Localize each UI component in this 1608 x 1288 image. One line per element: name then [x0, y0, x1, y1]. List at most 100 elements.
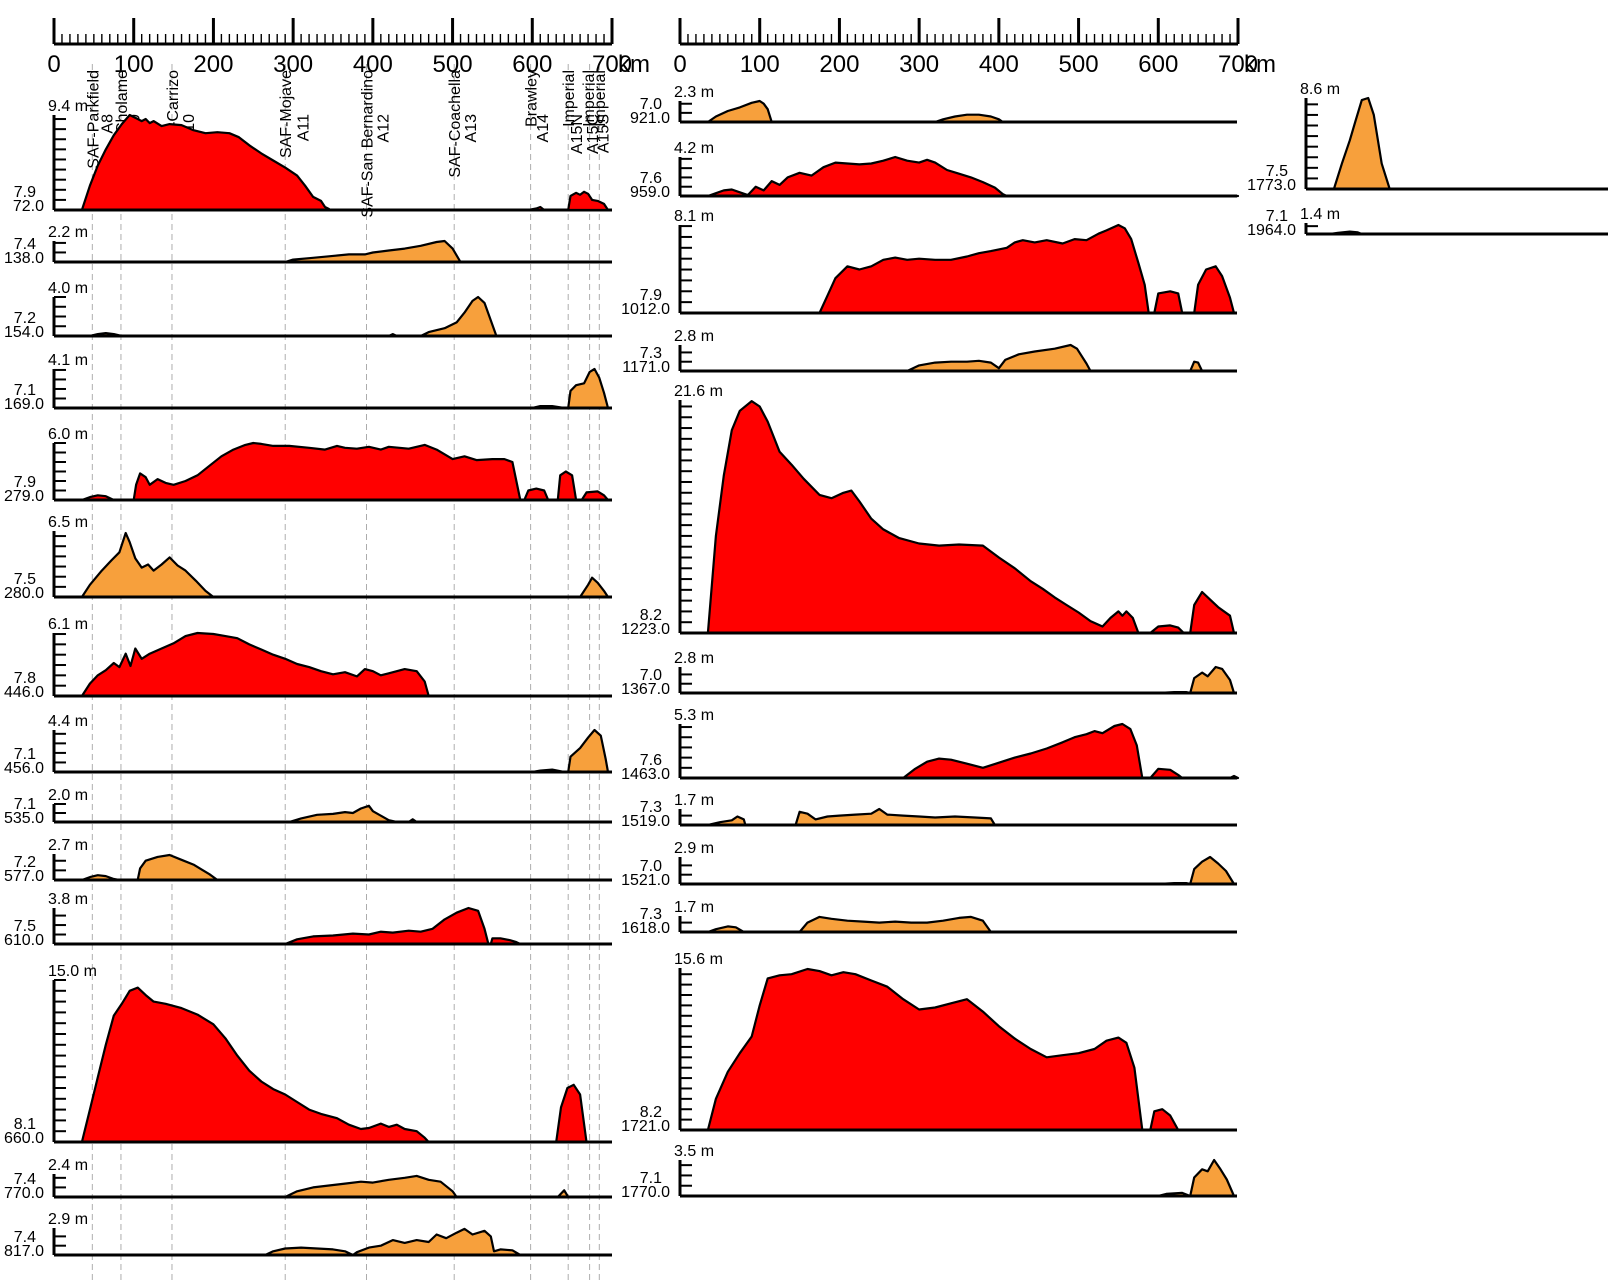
km-tick-label: 700 [1218, 51, 1258, 78]
magnitude-label: 7.9 [14, 474, 36, 491]
max-slip-label: 8.1 m [674, 208, 714, 225]
magnitude-label: 7.1 [14, 746, 36, 763]
km-tick-label: 700 [592, 51, 632, 78]
max-slip-label: 6.0 m [48, 426, 88, 443]
fault-segment-label: A15N [569, 114, 586, 154]
max-slip-label: 3.5 m [674, 1143, 714, 1160]
max-slip-label: 4.2 m [674, 140, 714, 157]
max-slip-label: 2.4 m [48, 1157, 88, 1174]
rupture-id-label: 817.0 [4, 1243, 44, 1260]
max-slip-label: 8.6 m [1300, 81, 1340, 98]
rupture-id-label: 72.0 [13, 198, 44, 215]
rupture-slip-area [80, 631, 430, 698]
magnitude-label: 7.4 [14, 236, 36, 253]
km-tick-label: 0 [673, 51, 686, 78]
magnitude-label: 8.2 [640, 1104, 662, 1121]
rupture-slip-area [706, 99, 1004, 124]
magnitude-label: 7.0 [640, 667, 662, 684]
rupture-slip-area [80, 853, 219, 882]
magnitude-label: 7.3 [640, 799, 662, 816]
magnitude-label: 7.5 [14, 571, 36, 588]
rupture-slip-area [706, 967, 1180, 1132]
magnitude-label: 7.6 [640, 752, 662, 769]
max-slip-label: 4.1 m [48, 352, 88, 369]
rupture-id-label: 1770.0 [621, 1184, 670, 1201]
fault-segment-label: A11 [296, 114, 313, 141]
magnitude-label: 7.4 [14, 1171, 36, 1188]
rupture-slip-area [88, 295, 498, 338]
rupture-id-label: 1521.0 [621, 872, 670, 889]
km-tick-label: 300 [273, 51, 313, 78]
km-tick-label: 0 [47, 51, 60, 78]
rupture-slip-area [527, 190, 610, 212]
max-slip-label: 15.6 m [674, 951, 723, 968]
rupture-slip-area [1332, 96, 1391, 191]
fault-section-label: Brawley [524, 70, 541, 127]
max-slip-label: 2.7 m [48, 837, 88, 854]
max-slip-label: 6.5 m [48, 514, 88, 531]
km-tick-label: 400 [979, 51, 1019, 78]
rupture-id-label: 456.0 [4, 760, 44, 777]
fault-segment-label: A15S [595, 114, 612, 153]
km-tick-label: 200 [819, 51, 859, 78]
max-slip-label: 2.0 m [48, 787, 88, 804]
rupture-id-label: 1171.0 [622, 359, 670, 376]
km-tick-label: 500 [1059, 51, 1099, 78]
magnitude-label: 7.5 [1266, 163, 1288, 180]
rupture-id-label: 279.0 [4, 488, 44, 505]
fault-segment-label: A13 [463, 114, 480, 143]
magnitude-label: 7.1 [1266, 208, 1288, 225]
fault-section-label: SAF-San Bernardino [359, 70, 376, 218]
rupture-slip-area [531, 367, 610, 410]
rupture-id-label: 1721.0 [621, 1118, 670, 1135]
rupture-id-label: 921.0 [630, 110, 670, 127]
km-tick-label: 400 [353, 51, 393, 78]
rupture-slip-area [264, 1227, 522, 1257]
magnitude-label: 7.1 [640, 1170, 662, 1187]
rupture-id-label: 1519.0 [621, 813, 670, 830]
rupture-id-label: 660.0 [4, 1130, 44, 1147]
rupture-slip-area [706, 400, 1236, 635]
fault-segment-label: A12 [375, 114, 392, 143]
rupture-id-label: 154.0 [4, 324, 44, 341]
fault-section-label: Imperial [561, 70, 578, 127]
max-slip-label: 1.7 m [674, 792, 714, 809]
rupture-slip-area [906, 343, 1204, 373]
rupture-id-label: 280.0 [4, 585, 44, 602]
rupture-slip-area [80, 986, 588, 1144]
max-slip-label: 1.7 m [674, 899, 714, 916]
rupture-slip-area [284, 239, 462, 264]
km-unit-label: km [1244, 51, 1276, 78]
rupture-id-label: 770.0 [4, 1185, 44, 1202]
magnitude-label: 7.3 [640, 906, 662, 923]
magnitude-label: 7.4 [14, 1229, 36, 1246]
magnitude-label: 7.2 [14, 310, 36, 327]
rupture-slip-area [1157, 1158, 1236, 1198]
max-slip-label: 15.0 m [48, 963, 97, 980]
rupture-slip-area [818, 223, 1236, 315]
fault-section-label: Imperial [592, 70, 609, 127]
rupture-id-label: 1618.0 [621, 920, 670, 937]
rupture-id-label: 169.0 [4, 396, 44, 413]
fault-segment-label: A14 [535, 114, 552, 143]
magnitude-label: 7.3 [640, 345, 662, 362]
magnitude-label: 8.2 [640, 607, 662, 624]
rupture-slip-area [1157, 665, 1236, 695]
max-slip-label: 1.4 m [1300, 206, 1340, 223]
rupture-slip-area [1157, 855, 1236, 886]
rupture-slip-area [284, 906, 522, 946]
max-slip-label: 2.9 m [674, 840, 714, 857]
max-slip-label: 2.2 m [48, 224, 88, 241]
fault-section-label: SAF-Parkfield [85, 70, 102, 169]
rupture-slip-area [706, 807, 996, 827]
rupture-slip-area [284, 1174, 570, 1199]
magnitude-label: 7.6 [640, 170, 662, 187]
magnitude-label: 7.9 [640, 287, 662, 304]
max-slip-label: 2.8 m [674, 650, 714, 667]
magnitude-label: 8.1 [14, 1116, 36, 1133]
max-slip-label: 5.3 m [674, 707, 714, 724]
max-slip-label: 2.8 m [674, 328, 714, 345]
rupture-slip-area [706, 915, 992, 934]
km-unit-label: km [618, 51, 650, 78]
